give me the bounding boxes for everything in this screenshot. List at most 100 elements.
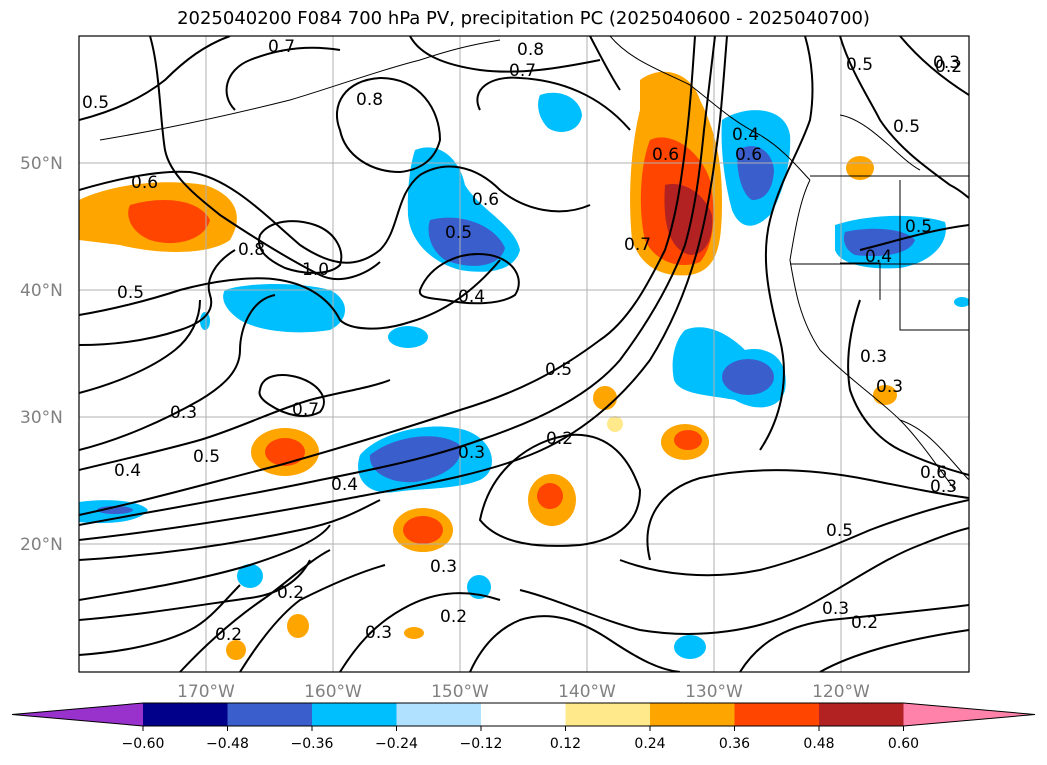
contour-label: 0.3 [170,403,197,423]
contour-label: 0.2 [277,583,304,603]
lon-label: 160°W [304,682,362,702]
precip-blob [226,640,246,660]
colorbar-tick-label: −0.36 [291,736,334,752]
precip-blob [200,312,210,330]
colorbar-tick-label: 0.48 [803,736,834,752]
precip-blob [674,635,706,659]
precip-blob [954,297,969,307]
precip-blob [593,386,617,410]
colorbar-tick-label: −0.60 [122,736,165,752]
contour-label: 0.8 [238,240,265,260]
precip-blob [223,284,345,333]
colorbar-tick-label: 0.36 [719,736,750,752]
colorbar-segment [312,703,397,726]
contour-label: 0.4 [331,475,358,495]
precip-blob [403,516,443,544]
precip-blob [722,359,774,395]
contour-label: 0.7 [268,37,295,57]
colorbar-segment [734,703,820,726]
contour-label: 0.6 [652,145,679,165]
precip-blob [538,92,582,132]
precip-blob [404,627,424,639]
contour-label: 0.5 [545,360,572,380]
colorbar-segment [650,703,735,726]
contour-label: 0.6 [131,173,158,193]
lon-label: 140°W [558,682,616,702]
colorbar-tick-label: −0.48 [206,736,249,752]
contour-label: 0.5 [826,521,853,541]
colorbar-tick-label: 0.60 [888,736,919,752]
colorbar-segment [227,703,313,726]
contour-label: 0.2 [440,607,467,627]
contour-label: 1.0 [302,260,329,280]
lat-label: 50°N [20,154,63,174]
map-title: 2025040200 F084 700 hPa PV, precipitatio… [177,8,870,29]
colorbar-extend-min [12,703,143,726]
contour-label: 0.5 [82,93,109,113]
contour-label: 0.7 [509,61,536,81]
colorbar-segment [565,703,651,726]
colorbar: −0.60 −0.48 −0.36 −0.24 −0.12 0.12 0.24 0.36 0.4… [11,702,1036,752]
lat-label: 40°N [20,281,63,301]
contour-label: 0.3 [430,557,457,577]
contour-label: 0.3 [930,477,957,497]
contour-label: 0.5 [846,55,873,75]
longitude-axis: 170°W 160°W 150°W 140°W 130°W 120°W [177,682,870,702]
colorbar-segment [819,703,904,726]
contour-label: 0.8 [517,40,544,60]
contour-label: 0.6 [735,145,762,165]
colorbar-segment [481,703,566,726]
precip-blob [737,146,774,200]
latitude-axis: 50°N 40°N 30°N 20°N [20,154,63,555]
contour-label: 0.2 [935,57,962,77]
lon-label: 130°W [685,682,743,702]
colorbar-tick-label: 0.24 [634,736,665,752]
precip-blob [237,564,263,588]
contour-label: 0.4 [114,461,141,481]
contour-label: 0.8 [356,90,383,110]
colorbar-tick-label: 0.12 [550,736,581,752]
contour-label: 0.3 [860,347,887,367]
lon-label: 150°W [431,682,489,702]
contour-label: 0.5 [905,217,932,237]
precip-blob [607,416,623,432]
contour-label: 0.4 [732,125,759,145]
colorbar-segment [143,703,228,726]
contour-label: 0.2 [215,625,242,645]
contour-label: 0.7 [292,400,319,420]
lat-label: 30°N [20,408,63,428]
map-frame [78,35,970,673]
contour-label: 0.3 [876,377,903,397]
map-area [79,36,969,672]
precip-blob [537,483,563,509]
contour-label-group: 0.7 0.8 0.7 0.5 0.5 0.3 0.8 0.6 0.5 0.6 … [82,37,962,645]
colorbar-tick-label: −0.24 [375,736,418,752]
contour-label: 0.6 [920,463,947,483]
precip-blob [674,430,702,450]
precip-blob [287,614,309,638]
contour-label: 0.2 [851,613,878,633]
colorbar-segment [396,703,482,726]
contour-label: 0.6 [472,190,499,210]
contour-label: 0.5 [893,117,920,137]
contour-label: 0.4 [458,287,485,307]
contour-label: 0.7 [624,235,651,255]
contour-label: 0.5 [117,283,144,303]
pv-contours [79,36,969,672]
contour-label: 0.3 [822,599,849,619]
precip-blob [873,385,897,405]
contour-label: 0.4 [865,247,892,267]
lon-label: 170°W [177,682,235,702]
precip-blob [128,200,210,244]
contour-label: 0.3 [933,53,960,73]
colorbar-extend-max [903,703,1035,726]
lat-label: 20°N [20,535,63,555]
coastlines [99,36,969,491]
colorbar-tick-label: −0.12 [460,736,503,752]
lon-label: 120°W [812,682,870,702]
contour-label: 0.5 [193,447,220,467]
precip-blob [846,156,874,180]
precip-blob [388,326,428,348]
precip-blob [265,438,305,466]
